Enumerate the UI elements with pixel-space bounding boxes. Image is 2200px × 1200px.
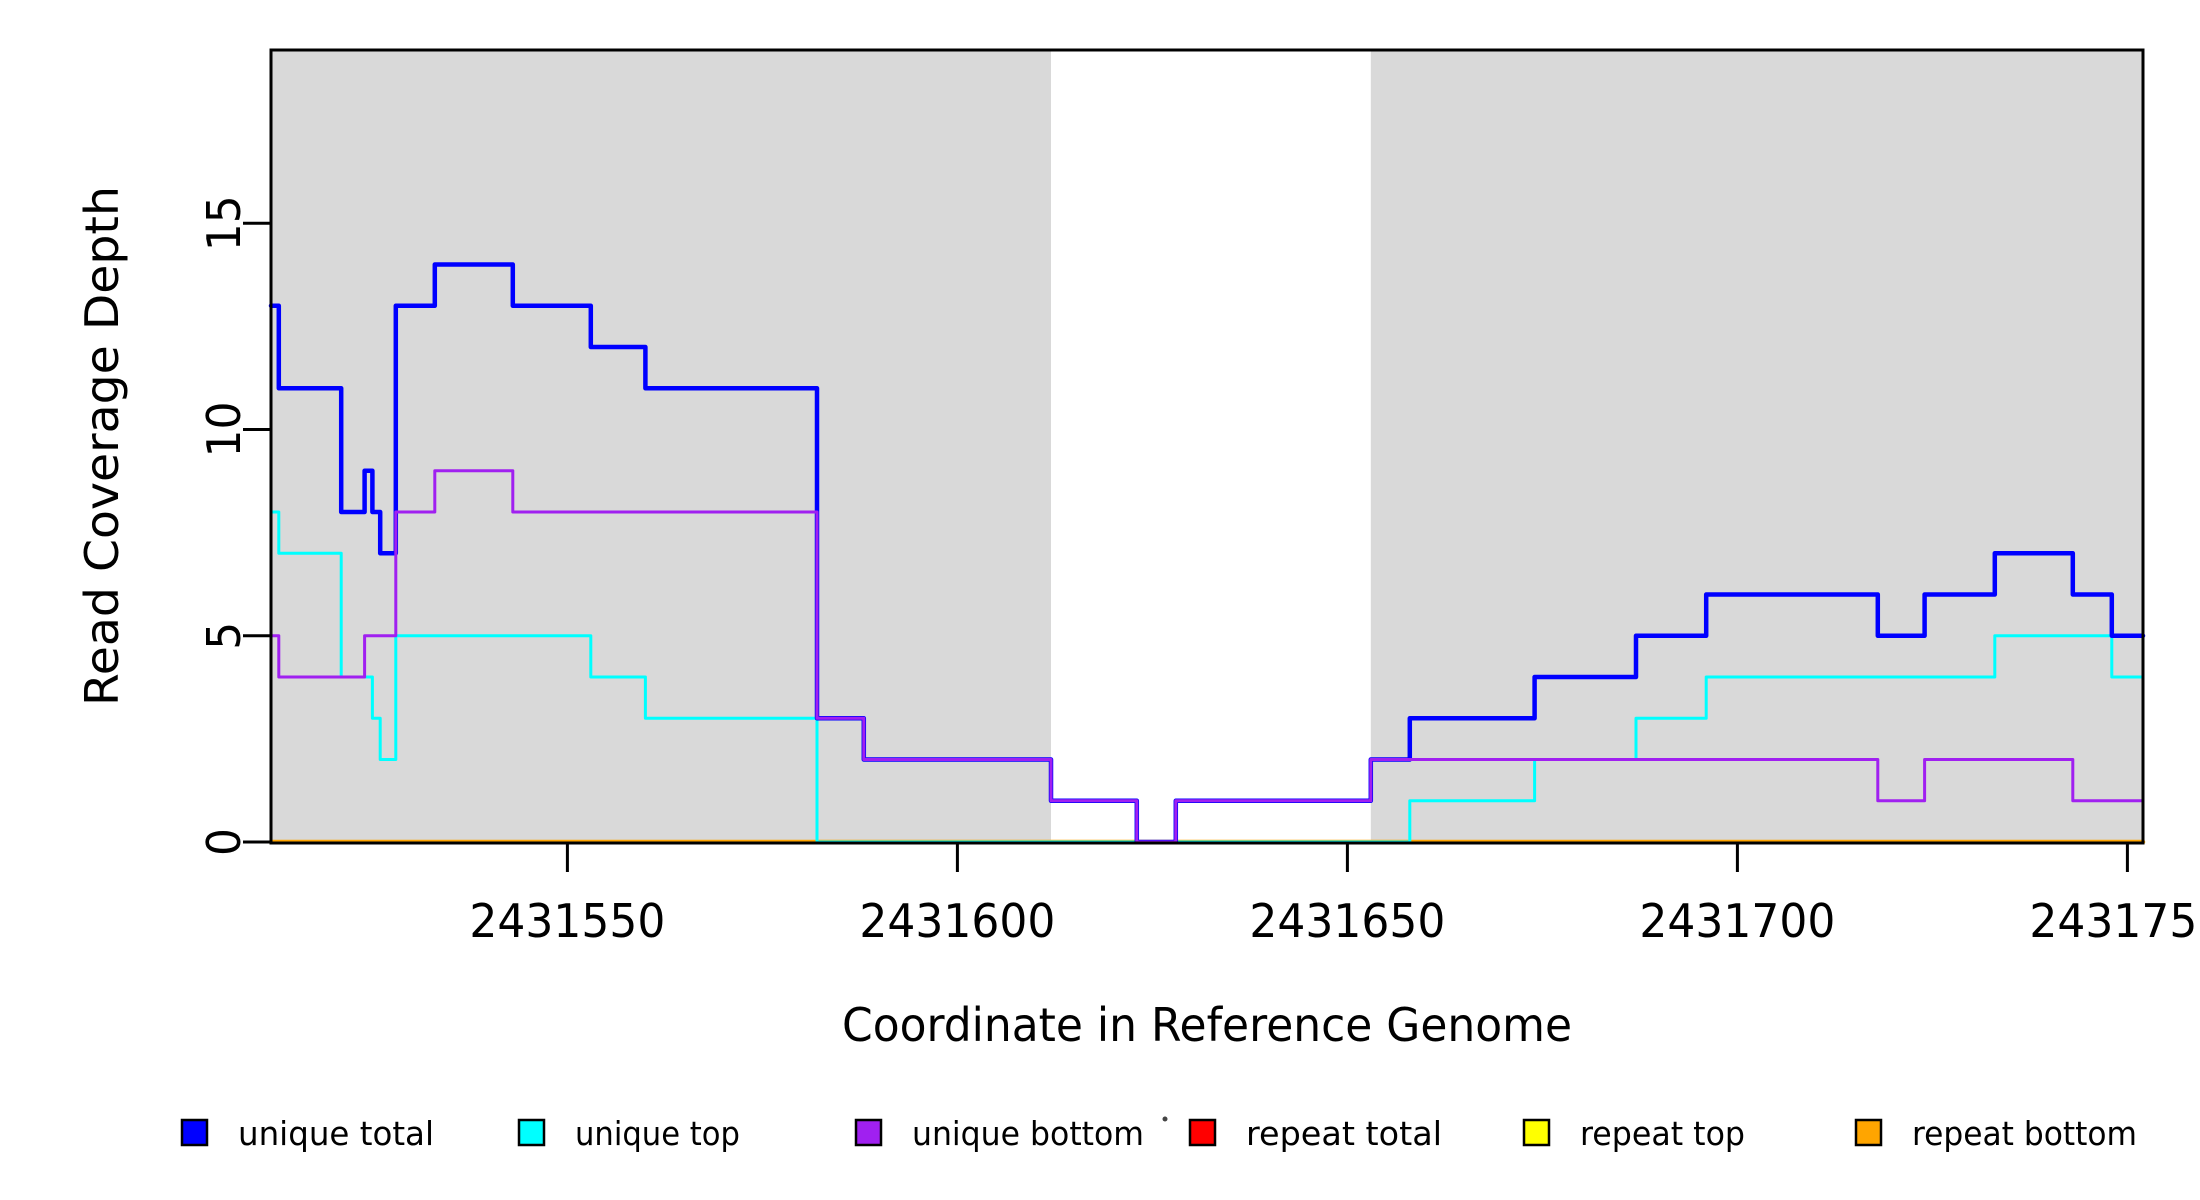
y-axis-title: Read Coverage Depth [75,186,129,706]
x-tick-label: 2431550 [469,894,665,948]
legend-label-unique-bottom: unique bottom [912,1114,1144,1153]
legend-label-repeat-bottom: repeat bottom [1912,1114,2137,1153]
shaded-bands-layer [271,50,2143,843]
legend-label-repeat-total: repeat total [1246,1114,1442,1153]
legend-swatch-unique-total [180,1118,209,1147]
y-tick-label: 10 [197,402,251,458]
legend: unique total unique top unique bottom repea… [180,1114,2137,1153]
plot-frame-layer [269,48,2145,845]
legend-label-unique-total: unique total [238,1114,434,1153]
x-tick-label: 2431650 [1249,894,1445,948]
legend-label-repeat-top: repeat top [1580,1114,1745,1153]
legend-swatch-unique-bottom [854,1118,883,1147]
legend-swatch-repeat-top [1522,1118,1551,1147]
legend-swatch-repeat-bottom [1854,1118,1883,1147]
legend-swatch-repeat-total [1188,1118,1217,1147]
y-tick-label: 15 [197,195,251,251]
stray-dot-artifact [1162,1116,1168,1122]
series-unique-top [269,510,2145,844]
series-unique-bottom [269,469,2145,844]
plot-border [269,48,2145,845]
y-tick-label: 0 [197,828,251,856]
x-axis-title: Coordinate in Reference Genome [842,998,1572,1052]
y-tick-label: 5 [197,622,251,650]
x-tick-label: 2431700 [1639,894,1835,948]
shaded-band [271,50,1051,843]
shaded-band [1370,50,2143,843]
legend-swatch-unique-top [517,1118,546,1147]
legend-label-unique-top: unique top [575,1114,740,1153]
x-tick-label: 2431600 [859,894,1055,948]
